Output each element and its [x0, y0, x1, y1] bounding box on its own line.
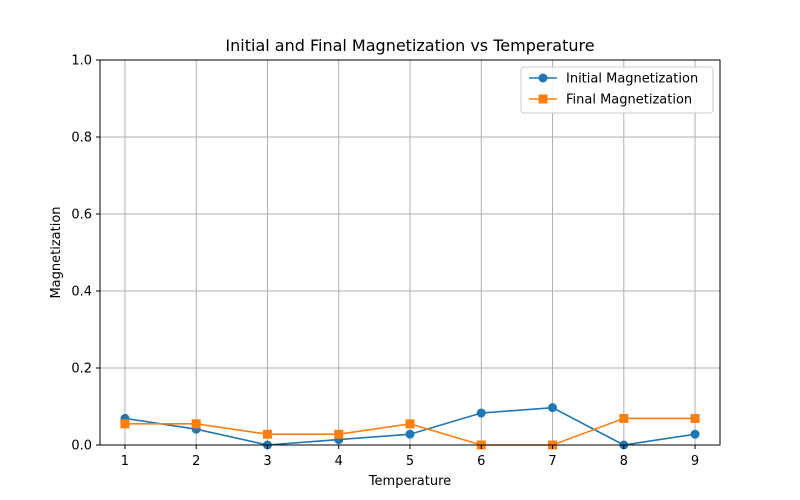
series-layer	[120, 403, 700, 450]
y-axis-label: Magnetization	[49, 206, 64, 298]
legend-box	[520, 66, 714, 114]
y-tick-label: 0.0	[71, 439, 92, 454]
chart-title: Initial and Final Magnetization vs Tempe…	[225, 36, 594, 55]
series-2-point	[690, 413, 700, 423]
grid-lines	[100, 59, 720, 446]
axis-ticks: 1 2 3 4 5 6 7 8 9 0.0 0.2 0.4 0.6 0.8 1.0	[71, 54, 699, 470]
series-1-point	[476, 408, 486, 418]
series-2-point	[619, 413, 629, 423]
y-tick-label: 0.6	[71, 208, 92, 223]
series-1-point	[690, 429, 700, 439]
legend-marker-1	[538, 73, 548, 83]
x-tick-label: 2	[192, 454, 200, 469]
legend-label-2: Final Magnetization	[566, 93, 692, 108]
x-tick-label: 5	[406, 454, 414, 469]
series-2-point	[334, 429, 344, 439]
y-tick-label: 0.4	[71, 285, 92, 300]
x-tick-label: 1	[121, 454, 129, 469]
x-tick-label: 9	[691, 454, 699, 469]
series-1-point	[405, 429, 415, 439]
series-2-point	[405, 419, 415, 429]
series-2-point	[191, 419, 201, 429]
legend-label-1: Initial Magnetization	[566, 72, 698, 87]
y-tick-label: 1.0	[71, 54, 92, 69]
x-axis-label: Temperature	[368, 474, 451, 489]
legend: Initial Magnetization Final Magnetization	[520, 66, 714, 114]
series-2-point	[120, 419, 130, 429]
y-tick-label: 0.8	[71, 131, 92, 146]
y-tick-label: 0.2	[71, 362, 92, 377]
x-tick-label: 8	[620, 454, 628, 469]
x-tick-label: 6	[477, 454, 485, 469]
legend-marker-2	[538, 94, 548, 104]
x-tick-label: 3	[263, 454, 271, 469]
x-tick-label: 4	[335, 454, 343, 469]
x-tick-label: 7	[548, 454, 556, 469]
series-2-point	[262, 429, 272, 439]
series-1-point	[548, 403, 558, 413]
